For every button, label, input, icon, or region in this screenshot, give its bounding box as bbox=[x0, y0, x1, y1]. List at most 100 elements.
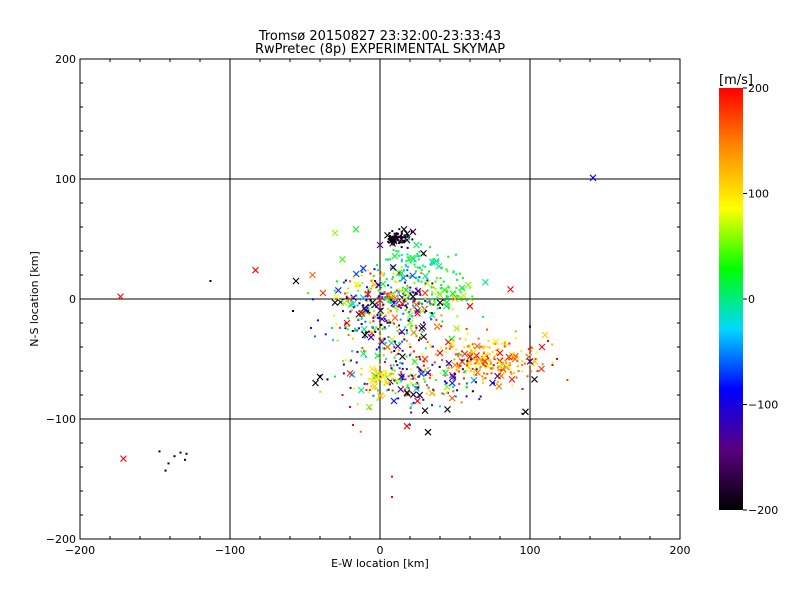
data-point-dot bbox=[452, 294, 455, 297]
data-point-dot bbox=[459, 364, 462, 367]
data-point-dot bbox=[405, 329, 408, 332]
data-point-dot bbox=[412, 401, 415, 404]
data-point-dot bbox=[455, 296, 458, 299]
data-point-x bbox=[292, 277, 300, 285]
data-point-dot bbox=[436, 307, 439, 310]
data-point-dot bbox=[472, 359, 475, 362]
data-point-dot bbox=[394, 237, 397, 240]
data-point-dot bbox=[158, 450, 161, 453]
data-point-dot bbox=[367, 291, 370, 294]
data-point-dot bbox=[401, 367, 404, 370]
data-point-dot bbox=[390, 367, 393, 370]
data-point-dot bbox=[454, 395, 457, 398]
data-point-dot bbox=[382, 303, 385, 306]
data-point-dot bbox=[408, 317, 411, 320]
data-point-dot bbox=[510, 372, 513, 375]
data-point-dot bbox=[390, 286, 393, 289]
data-point-dot bbox=[421, 264, 424, 267]
data-point-x bbox=[410, 391, 417, 398]
data-point-dot bbox=[419, 266, 422, 269]
data-point-dot bbox=[475, 368, 478, 371]
x-tick-label: 200 bbox=[670, 544, 691, 557]
data-point-dot bbox=[491, 350, 494, 353]
data-point-x bbox=[377, 307, 384, 315]
data-point-dot bbox=[390, 351, 393, 354]
data-point-dot bbox=[429, 245, 432, 248]
data-point-dot bbox=[457, 364, 460, 367]
data-point-dot bbox=[357, 327, 360, 330]
data-point-dot bbox=[344, 322, 347, 325]
data-point-dot bbox=[396, 308, 399, 311]
data-point-dot bbox=[432, 388, 435, 391]
data-point-dot bbox=[393, 232, 396, 235]
data-point-dot bbox=[351, 337, 354, 340]
data-point-dot bbox=[397, 352, 400, 355]
data-point-dot bbox=[452, 378, 455, 381]
data-point-dot bbox=[445, 296, 448, 299]
data-point-dot bbox=[444, 374, 447, 377]
data-point-dot bbox=[374, 315, 377, 318]
data-point-dot bbox=[352, 276, 355, 279]
data-point-dot bbox=[391, 496, 393, 498]
data-point-dot bbox=[400, 331, 403, 334]
data-point-dot bbox=[406, 256, 409, 259]
data-point-dot bbox=[382, 272, 385, 275]
data-point-x bbox=[403, 230, 411, 238]
data-point-dot bbox=[447, 367, 450, 370]
data-point-dot bbox=[464, 371, 467, 374]
data-point-dot bbox=[481, 355, 484, 358]
data-point-x bbox=[418, 324, 426, 332]
data-point-dot bbox=[375, 380, 378, 383]
data-point-dot bbox=[431, 363, 434, 366]
data-point-dot bbox=[405, 306, 408, 309]
data-point-dot bbox=[523, 362, 526, 365]
data-point-dot bbox=[492, 341, 495, 344]
colorbar-tick-label: 100 bbox=[748, 188, 769, 201]
data-point-x bbox=[448, 394, 456, 402]
data-point-x bbox=[394, 342, 402, 350]
data-point-dot bbox=[383, 383, 386, 386]
data-point-dot bbox=[209, 280, 212, 282]
data-point-dot bbox=[394, 306, 397, 309]
data-point-x bbox=[340, 299, 348, 307]
data-point-dot bbox=[353, 327, 356, 330]
data-point-dot bbox=[468, 343, 471, 346]
data-point-dot bbox=[359, 309, 362, 312]
data-point-dot bbox=[383, 373, 386, 376]
data-point-dot bbox=[408, 343, 411, 346]
data-point-dot bbox=[488, 346, 491, 349]
data-point-dot bbox=[471, 295, 474, 298]
data-point-dot bbox=[492, 382, 495, 385]
data-point-dot bbox=[311, 298, 314, 301]
data-point-dot bbox=[404, 309, 407, 312]
data-point-x bbox=[117, 293, 124, 300]
data-point-dot bbox=[446, 295, 449, 298]
data-point-dot bbox=[415, 326, 418, 329]
data-point-dot bbox=[468, 359, 471, 362]
data-point-dot bbox=[410, 230, 413, 233]
data-point-dot bbox=[431, 387, 434, 390]
data-point-dot bbox=[480, 345, 483, 348]
data-point-dot bbox=[434, 287, 437, 290]
data-point-dot bbox=[369, 272, 372, 275]
data-point-dot bbox=[388, 380, 391, 383]
data-point-dot bbox=[379, 271, 382, 274]
data-point-dot bbox=[418, 251, 421, 254]
data-point-dot bbox=[395, 235, 398, 238]
data-point-dot bbox=[391, 368, 394, 371]
data-point-x bbox=[448, 379, 456, 387]
data-point-dot bbox=[514, 330, 517, 333]
data-point-dot bbox=[456, 315, 459, 318]
data-point-dot bbox=[424, 309, 427, 312]
data-point-dot bbox=[411, 238, 414, 241]
data-point-dot bbox=[397, 239, 400, 242]
data-point-dot bbox=[516, 365, 519, 368]
data-point-dot bbox=[406, 386, 409, 389]
data-point-dot bbox=[456, 297, 459, 300]
data-point-dot bbox=[353, 329, 356, 332]
data-point-dot bbox=[459, 291, 462, 294]
data-point-dot bbox=[363, 336, 366, 339]
data-point-dot bbox=[393, 379, 396, 382]
data-point-dot bbox=[379, 314, 382, 317]
data-point-dot bbox=[399, 241, 402, 244]
